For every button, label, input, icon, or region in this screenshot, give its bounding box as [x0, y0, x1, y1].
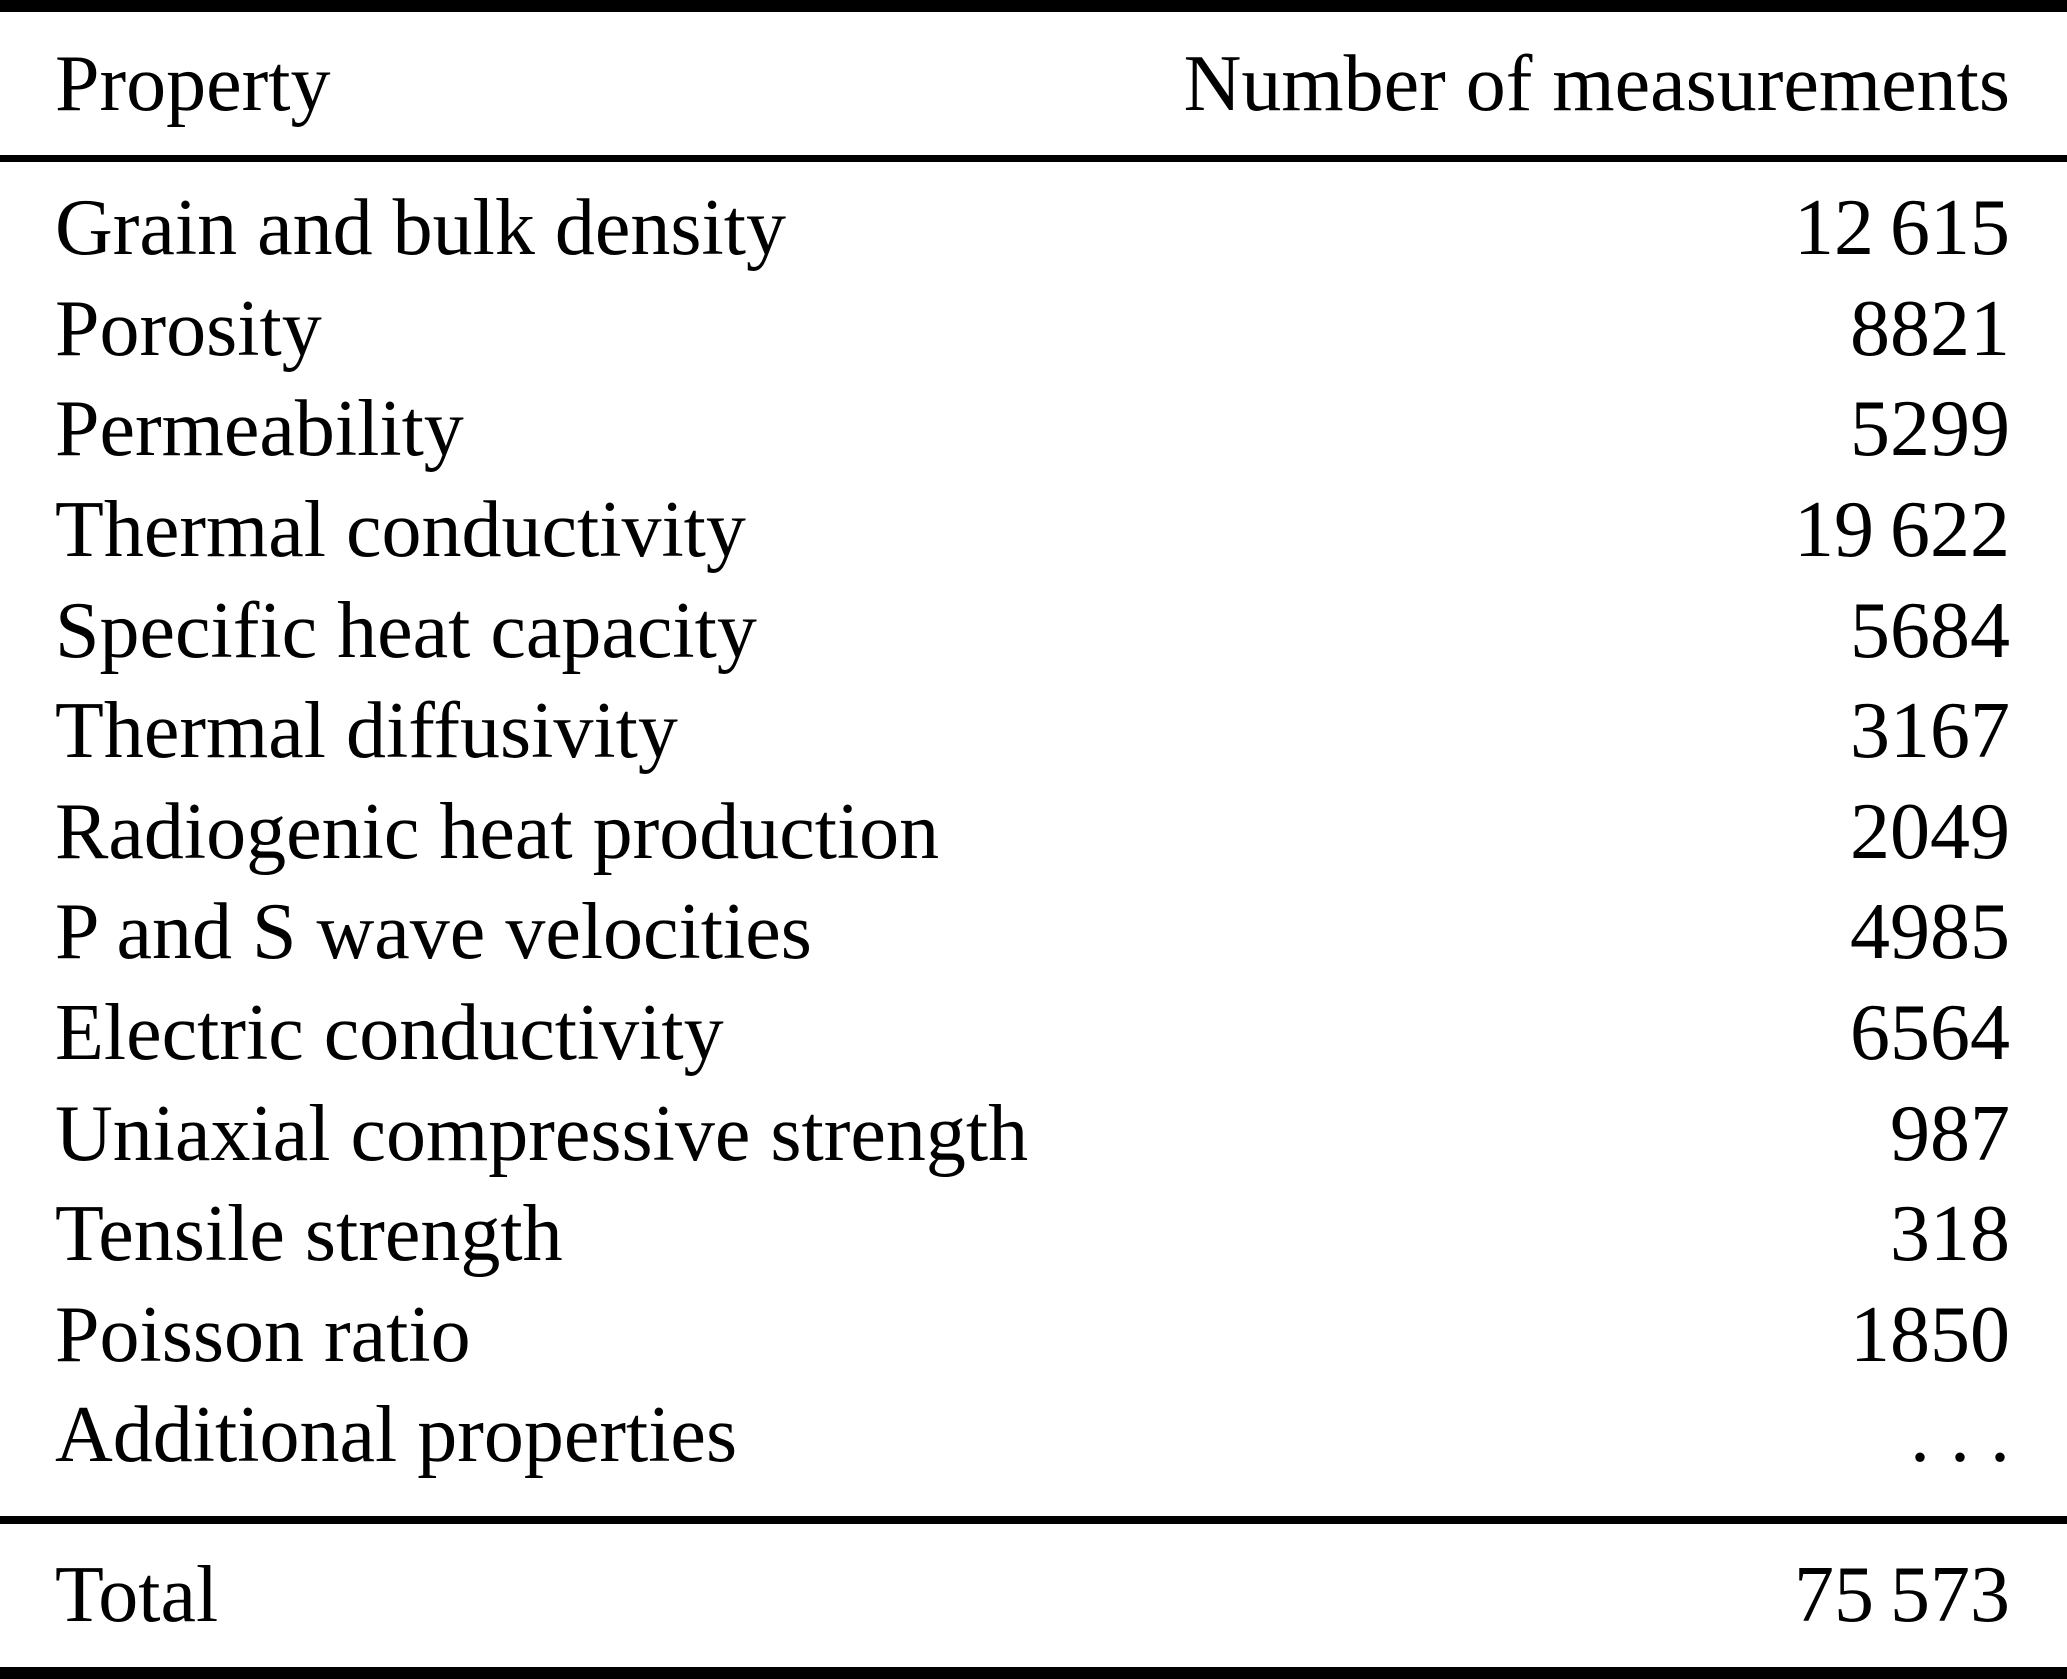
table-row: Uniaxial compressive strength 987	[0, 1083, 2067, 1184]
count-cell: 4985	[1850, 888, 2010, 977]
header-measurements: Number of measurements	[1183, 39, 2010, 128]
total-label: Total	[55, 1551, 219, 1640]
count-cell: 987	[1890, 1089, 2010, 1178]
property-cell: Grain and bulk density	[55, 184, 786, 273]
count-cell: 3167	[1850, 687, 2010, 776]
table-row: Radiogenic heat production 2049	[0, 782, 2067, 883]
property-cell: Porosity	[55, 284, 322, 373]
table-row: Porosity 8821	[0, 279, 2067, 380]
table-row: Tensile strength 318	[0, 1184, 2067, 1285]
property-cell: Tensile strength	[55, 1190, 563, 1279]
header-rule	[0, 155, 2067, 162]
total-rule	[0, 1515, 2067, 1524]
property-cell: Uniaxial compressive strength	[55, 1089, 1029, 1178]
table-row: P and S wave velocities 4985	[0, 882, 2067, 983]
count-cell: 12 615	[1793, 184, 2010, 273]
property-cell: Poisson ratio	[55, 1290, 471, 1379]
property-cell: Electric conductivity	[55, 989, 724, 1078]
top-rule	[0, 0, 2067, 12]
count-cell: 6564	[1850, 989, 2010, 1078]
count-cell: . . .	[1910, 1391, 2010, 1480]
count-cell: 8821	[1850, 284, 2010, 373]
count-cell: 2049	[1850, 787, 2010, 876]
property-cell: Additional properties	[55, 1391, 738, 1480]
header-property: Property	[55, 39, 331, 128]
table-row: Additional properties . . .	[0, 1385, 2067, 1486]
table-row: Grain and bulk density 12 615	[0, 178, 2067, 279]
count-cell: 318	[1890, 1190, 2010, 1279]
property-cell: Thermal diffusivity	[55, 687, 678, 776]
table-row: Specific heat capacity 5684	[0, 580, 2067, 681]
table-row: Thermal diffusivity 3167	[0, 681, 2067, 782]
table-row: Thermal conductivity 19 622	[0, 480, 2067, 581]
total-value: 75 573	[1793, 1551, 2010, 1640]
property-cell: Thermal conductivity	[55, 486, 746, 575]
count-cell: 5299	[1850, 385, 2010, 474]
property-cell: P and S wave velocities	[55, 888, 812, 977]
table-row: Poisson ratio 1850	[0, 1285, 2067, 1386]
count-cell: 19 622	[1793, 486, 2010, 575]
bottom-rule	[0, 1666, 2067, 1679]
count-cell: 1850	[1850, 1290, 2010, 1379]
count-cell: 5684	[1850, 586, 2010, 675]
table-body: Grain and bulk density 12 615 Porosity 8…	[0, 162, 2067, 1516]
table-row: Permeability 5299	[0, 379, 2067, 480]
property-cell: Radiogenic heat production	[55, 787, 940, 876]
table-header-row: Property Number of measurements	[0, 12, 2067, 155]
table-row: Electric conductivity 6564	[0, 983, 2067, 1084]
property-cell: Specific heat capacity	[55, 586, 757, 675]
table-total-row: Total 75 573	[0, 1524, 2067, 1667]
property-cell: Permeability	[55, 385, 464, 474]
